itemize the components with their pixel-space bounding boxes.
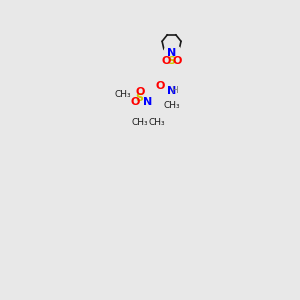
Text: N: N bbox=[167, 48, 176, 58]
Text: CH₃: CH₃ bbox=[131, 118, 148, 127]
Text: O: O bbox=[161, 56, 171, 66]
Text: N: N bbox=[167, 86, 176, 96]
Text: O: O bbox=[172, 56, 182, 66]
Text: CH₃: CH₃ bbox=[163, 101, 180, 110]
Text: S: S bbox=[168, 56, 176, 66]
Text: CH₃: CH₃ bbox=[149, 118, 166, 127]
Text: O: O bbox=[155, 81, 165, 91]
Text: CH₃: CH₃ bbox=[114, 90, 131, 99]
Text: O: O bbox=[136, 87, 145, 97]
Text: N: N bbox=[143, 97, 152, 107]
Text: H: H bbox=[171, 86, 178, 95]
Text: O: O bbox=[130, 97, 140, 107]
Text: S: S bbox=[135, 93, 143, 103]
